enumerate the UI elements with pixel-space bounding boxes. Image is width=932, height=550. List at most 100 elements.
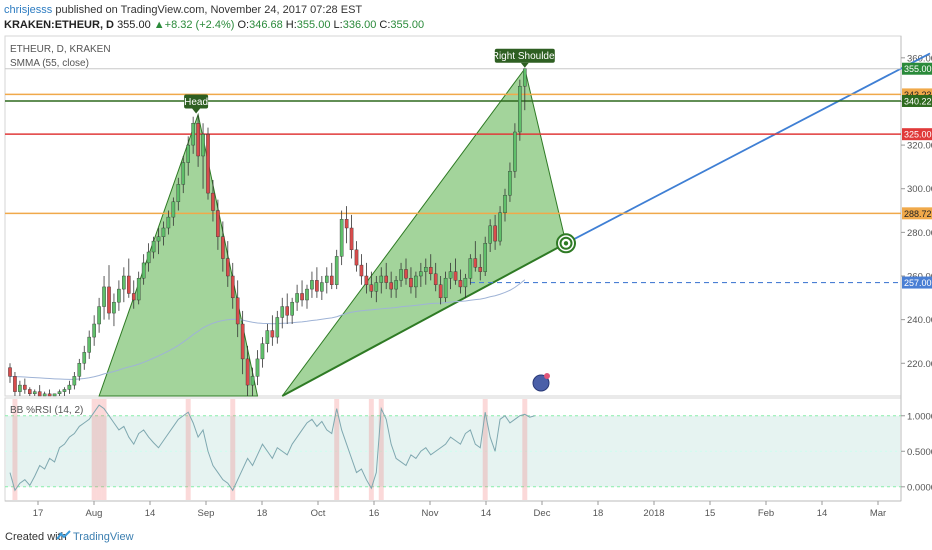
candle-body (443, 277, 448, 299)
oscillator-extreme-zone (185, 399, 191, 500)
time-tick-label: 16 (369, 508, 380, 519)
candle-body (225, 258, 230, 277)
candle-body (325, 275, 329, 283)
candle-body (186, 144, 191, 163)
candle-body (97, 306, 101, 325)
annotation-label: Head (184, 97, 208, 108)
ideas-bubble (532, 374, 550, 392)
candle-body (409, 277, 413, 288)
candle-body (221, 236, 225, 259)
oscillator-extreme-zone (334, 399, 340, 500)
candle-body (488, 225, 492, 244)
ideas-icon[interactable] (532, 373, 550, 392)
publish-info: chrisjesss published on TradingView.com,… (4, 4, 362, 16)
candle-body (369, 284, 374, 292)
candle-body (300, 293, 304, 301)
oscillator-band (5, 399, 901, 500)
candle-body (176, 184, 181, 203)
low-value: 336.00 (342, 19, 377, 31)
candle-body (87, 336, 91, 353)
oscillator-extreme-zone (101, 399, 107, 500)
candle-body (344, 219, 349, 229)
price-level-badge (902, 128, 932, 141)
candle-body (503, 195, 507, 213)
candle-body (463, 277, 468, 288)
candle-body (131, 293, 136, 301)
time-tick-label: Nov (422, 508, 439, 519)
publish-text: published on TradingView.com, November 2… (55, 4, 363, 16)
candle-body (493, 225, 497, 242)
candle-body (201, 133, 205, 157)
candle-body (117, 288, 121, 303)
legend-indicator: SMMA (55, close) (10, 58, 89, 69)
price-chart[interactable]: 220.00240.00260.00280.00300.00320.00340.… (0, 0, 932, 526)
candle-body (72, 376, 77, 386)
candle-body (359, 264, 364, 277)
pattern-drawings[interactable] (98, 52, 931, 397)
candle-body (339, 219, 344, 257)
candle-body (334, 256, 339, 285)
candle-body (315, 280, 319, 292)
ideas-dot (544, 373, 550, 379)
candle-body (424, 267, 428, 272)
target-icon[interactable] (556, 233, 576, 254)
high-value: 355.00 (296, 19, 331, 31)
candle-body (265, 330, 270, 344)
smma-line (9, 279, 526, 380)
footer: Created with TradingView (0, 526, 932, 550)
price-tick-label: 240.00 (907, 315, 932, 326)
candle-body (374, 282, 379, 292)
candle-body (458, 280, 463, 288)
candle-body (379, 275, 384, 283)
time-tick-label: 17 (33, 508, 44, 519)
candle-body (285, 306, 290, 316)
time-tick-label: 14 (817, 508, 828, 519)
candle-body (320, 282, 324, 292)
time-tick-label: Sep (198, 508, 215, 519)
candle-body (513, 131, 517, 172)
annotation-box (494, 48, 555, 63)
candle-body (211, 192, 215, 211)
candle-body (216, 210, 220, 237)
close-label: C: (379, 19, 391, 31)
right-triangle (281, 67, 567, 397)
price-level-badge (902, 276, 932, 289)
oscillator-extreme-zone (91, 399, 97, 500)
time-tick-label: 15 (705, 508, 716, 519)
candle-body (166, 216, 171, 229)
tradingview-logo-icon (56, 530, 71, 540)
oscillator-extreme-zone (482, 399, 488, 500)
created-with-text: Created with (5, 531, 67, 543)
time-tick-label: 18 (593, 508, 604, 519)
close-value: 355.00 (390, 19, 425, 31)
candle-body (102, 286, 106, 307)
symbol-label: KRAKEN:ETHEUR, D (4, 19, 114, 31)
time-tick-label: Dec (534, 508, 551, 519)
candle-body (295, 293, 299, 303)
price-tick-label: 220.00 (907, 359, 932, 370)
chart-header: chrisjesss published on TradingView.com,… (0, 0, 932, 36)
candle-body (23, 384, 27, 390)
oscillator-line (9, 404, 535, 492)
candle-body (404, 269, 408, 279)
candle-body (428, 267, 433, 275)
annotation-pointer (520, 62, 529, 68)
candle-body (52, 393, 57, 397)
annotation-pointer (192, 108, 201, 114)
ohlc-line: KRAKEN:ETHEUR, D 355.00 ▲+8.32 (+2.4%) O… (4, 19, 424, 31)
candle-body (196, 123, 200, 157)
candle-body (523, 68, 527, 87)
price-tick-label: 320.00 (907, 141, 932, 152)
left-triangle (98, 112, 259, 397)
candle-body (156, 236, 161, 242)
candle-body (126, 275, 131, 294)
candle-body (255, 358, 260, 377)
candle-body (42, 393, 47, 397)
candle-body (171, 201, 176, 218)
legend-title: ETHEUR, D, KRAKEN (10, 44, 111, 55)
tradingview-brand[interactable]: TradingView (73, 531, 134, 543)
author-link[interactable]: chrisjesss (4, 4, 53, 16)
price-level-label: 355.00 (904, 64, 932, 74)
annotations: Head Right Shoulder (184, 48, 559, 114)
